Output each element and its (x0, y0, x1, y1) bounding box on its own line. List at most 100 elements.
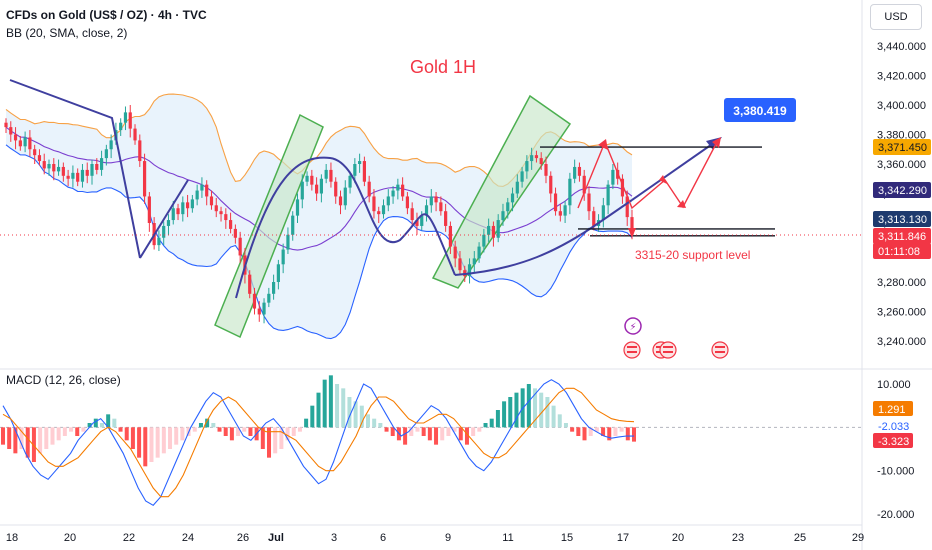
macd-histogram-bar (452, 427, 457, 432)
us-flag-event-icon (711, 341, 729, 359)
macd-histogram-bar (168, 427, 173, 449)
candle-body (138, 140, 142, 162)
time-tick-label: 29 (852, 532, 864, 544)
macd-histogram-bar (557, 414, 562, 428)
candle-body (539, 158, 543, 164)
macd-histogram-bar (440, 427, 445, 441)
symbol-title: CFDs on Gold (US$ / OZ) · 4h · TVC (6, 8, 207, 22)
bb-fill (6, 94, 632, 339)
candle-body (467, 264, 472, 277)
candle-body (300, 181, 304, 200)
support-annotation: 3315-20 support level (635, 248, 750, 262)
arrow-head-icon (598, 139, 608, 150)
candle-body (238, 237, 242, 256)
candle-body (487, 225, 491, 235)
time-tick-label: 15 (561, 532, 573, 544)
macd-histogram-bar (601, 427, 606, 436)
macd-histogram-bar (533, 388, 538, 428)
candle-body (28, 137, 32, 150)
candle-body (257, 308, 261, 315)
candle-body (558, 211, 562, 216)
price-tick-label: 3,420.000 (877, 71, 926, 83)
candle-body (549, 175, 553, 194)
price-axis-badge (873, 182, 931, 198)
macd-histogram-bar (192, 427, 197, 432)
candle-body (214, 205, 218, 212)
candle-body (85, 169, 89, 176)
candle-body (577, 166, 582, 176)
candle-body (162, 225, 166, 238)
macd-histogram-bar (130, 427, 135, 449)
candle-body (305, 175, 309, 182)
arrow-head-icon (628, 228, 636, 238)
macd-histogram-bar (409, 427, 414, 436)
candle-body (147, 196, 151, 223)
us-flag-stripe (715, 351, 725, 353)
candle-body (233, 228, 237, 238)
candle-body (272, 282, 276, 294)
candle-body (52, 164, 56, 172)
price-axis-badge-label: 3,342.290 (878, 185, 927, 197)
candle-body (377, 211, 381, 215)
candle-body (95, 164, 99, 170)
macd-histogram-bar (446, 427, 451, 436)
candle-body (157, 237, 161, 246)
macd-histogram-bar (322, 379, 327, 428)
candle-body (281, 249, 285, 265)
time-tick-label: 6 (380, 532, 386, 544)
macd-histogram-bar (118, 427, 123, 432)
macd-indicator-label[interactable]: MACD (12, 26, close) (6, 373, 121, 387)
candle-body (23, 137, 27, 147)
macd-histogram-bar (248, 427, 253, 436)
us-flag-stripe (663, 351, 673, 353)
macd-histogram-bar (539, 392, 544, 428)
candle-body (611, 169, 615, 185)
macd-histogram-bar (427, 427, 432, 441)
us-flag-event-icon (623, 341, 641, 359)
price-tick-label: 3,440.000 (877, 41, 926, 53)
macd-histogram-bar (607, 427, 612, 441)
currency-button[interactable]: USD (870, 4, 922, 30)
macd-histogram-bar (211, 423, 216, 428)
time-tick-label: 26 (237, 532, 249, 544)
macd-histogram-bar (384, 427, 389, 432)
candle-body (219, 211, 223, 215)
macd-histogram-bar (69, 427, 74, 432)
candle-body (209, 196, 214, 206)
candle-body (410, 208, 414, 221)
candle-body (18, 140, 22, 147)
candle-body (534, 155, 539, 159)
macd-histogram-bar (495, 410, 500, 428)
macd-axis-badge (873, 418, 913, 433)
candle-body (424, 205, 429, 216)
us-flag-stripe (627, 351, 637, 353)
candle-body (267, 293, 271, 303)
arrow-head-icon (712, 137, 721, 148)
candle-body (530, 155, 534, 162)
price-tick-label: 3,360.000 (877, 159, 926, 171)
time-tick-label: 3 (331, 532, 337, 544)
us-flag-stripe (627, 346, 637, 348)
macd-histogram-bar (44, 427, 49, 449)
candle-body (56, 166, 61, 172)
macd-histogram-bar (19, 427, 24, 449)
macd-histogram-bar (81, 427, 86, 432)
macd-histogram-bar (458, 427, 463, 441)
candle-body (205, 184, 209, 197)
candle-body (582, 175, 586, 194)
candle-body (630, 217, 634, 235)
candle-body (133, 128, 137, 141)
macd-histogram-bar (149, 427, 154, 462)
price-axis-badge (873, 228, 931, 244)
candle-body (109, 140, 113, 150)
candle-body (563, 205, 567, 216)
bb-indicator-label[interactable]: BB (20, SMA, close, 2) (6, 26, 128, 40)
macd-histogram-bar (415, 427, 420, 432)
candle-body (458, 258, 462, 271)
candle-body (71, 172, 75, 179)
projection-path (577, 139, 719, 210)
price-axis-badge (873, 211, 931, 227)
candle-body (396, 184, 400, 191)
candle-body (128, 112, 132, 129)
